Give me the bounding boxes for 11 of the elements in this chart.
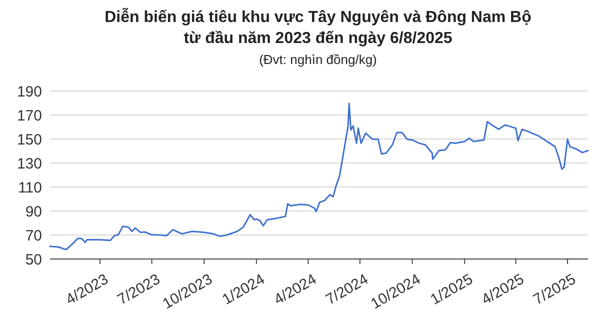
y-tick-label: 90 [25, 203, 42, 220]
y-tick-label: 130 [16, 155, 42, 172]
y-tick-label: 50 [25, 251, 42, 268]
y-tick-label: 110 [18, 179, 42, 196]
line-series [49, 102, 589, 250]
y-tick-label: 190 [16, 83, 42, 100]
chart-subtitle: (Đvt: nghìn đồng/kg) [259, 52, 377, 67]
chart-title: Diễn biến giá tiêu khu vực Tây Nguyên và Đông Nam Bộ từ đầu năm 2023 đến ngày 6/8/2025 [104, 7, 532, 47]
y-tick-label: 150 [16, 131, 42, 148]
y-tick-label: 70 [25, 227, 42, 244]
y-tick-label: 170 [16, 107, 42, 124]
